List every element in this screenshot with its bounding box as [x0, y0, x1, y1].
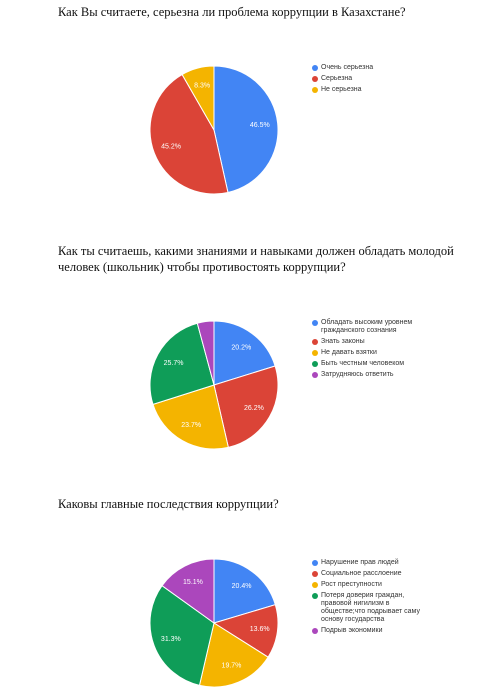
pie-slice — [213, 558, 276, 624]
legend-label: Не серьезна — [321, 86, 362, 93]
legend-label: Обладать высоким уровнем гражданского со… — [321, 319, 413, 334]
legend-entry: Потеря доверия граждан, правовой нигилиз… — [312, 592, 422, 624]
pie-slice — [149, 584, 215, 686]
pie-slice — [152, 384, 229, 450]
chart-title: Как Вы считаете, серьезна ли проблема ко… — [58, 5, 406, 19]
slice-label: 8.3% — [194, 82, 210, 89]
slice-label: 25.7% — [164, 360, 184, 367]
legend-entry: Быть честным человеком — [312, 360, 422, 368]
pie-slice — [213, 365, 279, 448]
legend-entry: Знать законы — [312, 338, 422, 346]
slice-label: 15.1% — [183, 579, 203, 586]
pie-slice — [198, 622, 269, 688]
legend-swatch — [312, 593, 318, 599]
legend-swatch — [312, 87, 318, 93]
slice-label: 26.2% — [244, 405, 264, 412]
pie-slice — [196, 320, 215, 386]
legend-label: Знать законы — [321, 338, 365, 345]
pie-chart: 20.2% 26.2% 23.7% 25.7% — [149, 320, 279, 450]
slice-label: 13.6% — [250, 626, 270, 633]
legend-label: Быть честным человеком — [321, 360, 405, 367]
legend-swatch — [312, 361, 318, 367]
legend-entry: Затрудняюсь ответить — [312, 371, 422, 379]
legend-entry: Очень серьезна — [312, 64, 422, 72]
pie-slice — [212, 604, 279, 658]
slice-label: 31.3% — [161, 636, 181, 643]
legend-swatch — [312, 372, 318, 378]
legend-swatch — [312, 571, 318, 577]
pie-chart: 46.5% 45.2% 8.3% — [149, 65, 279, 195]
pie-slice — [161, 558, 215, 624]
legend-swatch — [312, 350, 318, 356]
legend-entry: Рост преступности — [312, 581, 422, 589]
pie-slice — [181, 65, 215, 132]
pie-slice — [213, 320, 276, 386]
slice-label: 23.7% — [181, 422, 201, 429]
chart-title: Каковы главные последствия коррупции? — [58, 497, 279, 511]
legend-swatch — [312, 65, 318, 71]
legend-entry: Подрыв экономики — [312, 627, 422, 635]
legend-label: Подрыв экономики — [321, 627, 383, 634]
legend-label: Потеря доверия граждан, правовой нигилиз… — [321, 592, 420, 623]
legend: Нарушение прав людей Социальное расслоени… — [312, 559, 422, 638]
slice-label: 20.4% — [232, 583, 252, 590]
legend: Обладать высоким уровнем гражданского со… — [312, 319, 422, 382]
legend-label: Не давать взятки — [321, 349, 377, 356]
legend-label: Затрудняюсь ответить — [321, 371, 394, 378]
legend-swatch — [312, 582, 318, 588]
slice-label: 20.2% — [231, 345, 251, 352]
legend-entry: Обладать высоким уровнем гражданского со… — [312, 319, 422, 335]
legend-entry: Социальное расслоение — [312, 570, 422, 578]
legend-label: Серьезна — [321, 75, 353, 82]
legend-label: Социальное расслоение — [321, 570, 402, 577]
legend-entry: Серьезна — [312, 75, 422, 83]
legend-swatch — [312, 76, 318, 82]
chart-title: Как ты считаешь, какими знаниями и навык… — [58, 244, 454, 274]
legend-entry: Не серьезна — [312, 86, 422, 94]
legend: Очень серьезна Серьезна Не серьезна — [312, 64, 422, 97]
slice-label: 19.7% — [222, 662, 242, 669]
pie-slice — [149, 322, 215, 406]
slice-label: 46.5% — [250, 122, 270, 129]
legend-swatch — [312, 560, 318, 566]
pie-slice — [149, 73, 229, 195]
pie-slice — [213, 65, 279, 194]
legend-label: Рост преступности — [321, 581, 382, 588]
legend-label: Очень серьезна — [321, 64, 374, 71]
legend-entry: Нарушение прав людей — [312, 559, 422, 567]
legend-swatch — [312, 628, 318, 634]
legend-label: Нарушение прав людей — [321, 559, 399, 566]
legend-swatch — [312, 320, 318, 326]
legend-swatch — [312, 339, 318, 345]
legend-entry: Не давать взятки — [312, 349, 422, 357]
pie-chart: 20.4% 13.6% 19.7% 31.3% 15.1% — [149, 558, 279, 688]
slice-label: 45.2% — [161, 144, 181, 151]
